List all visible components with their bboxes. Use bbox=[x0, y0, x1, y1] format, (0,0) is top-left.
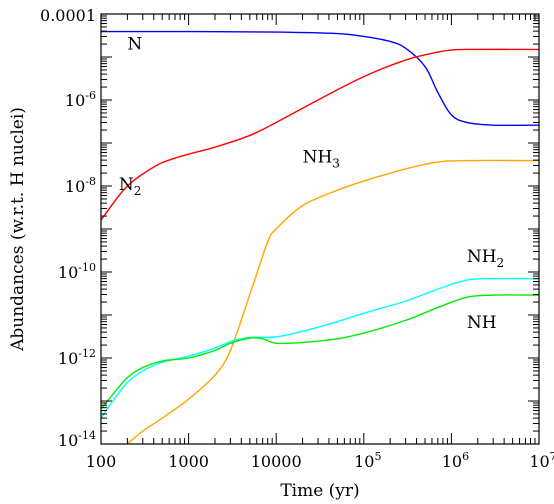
tick-labels: 100 1000 10000 105 106 107 0.0001 10-6 10-8 10-10… bbox=[40, 6, 554, 471]
series-line-n2 bbox=[101, 48, 539, 221]
x-tick-label: 106 bbox=[442, 450, 469, 471]
y-tick-label: 10-14 bbox=[58, 429, 96, 450]
x-tick-label: 107 bbox=[529, 450, 554, 471]
series-line-n bbox=[101, 30, 539, 127]
x-tick-label: 105 bbox=[354, 450, 381, 471]
label-nh: NH bbox=[467, 313, 497, 333]
series-labels: N N2 NH3 NH2 NH bbox=[119, 34, 504, 333]
label-n2: N2 bbox=[119, 175, 142, 198]
series-line-nh bbox=[101, 294, 539, 410]
y-tick-label: 10-6 bbox=[65, 89, 96, 110]
y-tick-label: 0.0001 bbox=[40, 6, 96, 25]
plot-frame bbox=[100, 13, 540, 445]
label-nh2: NH2 bbox=[467, 247, 504, 270]
series-lines bbox=[101, 30, 539, 444]
label-nh3: NH3 bbox=[303, 148, 340, 171]
label-n: N bbox=[127, 34, 142, 54]
series-line-nh3 bbox=[126, 159, 539, 444]
x-tick-label: 10000 bbox=[251, 452, 302, 471]
x-tick-label: 1000 bbox=[168, 452, 209, 471]
y-axis-title: Abundances (w.r.t. H nuclei) bbox=[8, 107, 28, 352]
y-tick-label: 10-12 bbox=[58, 347, 96, 368]
y-tick-label: 10-10 bbox=[58, 261, 96, 282]
series-line-nh2 bbox=[101, 277, 539, 419]
x-tick-label: 100 bbox=[86, 452, 117, 471]
y-tick-label: 10-8 bbox=[65, 175, 96, 196]
x-axis-title: Time (yr) bbox=[280, 481, 359, 501]
axis-ticks bbox=[100, 13, 540, 445]
